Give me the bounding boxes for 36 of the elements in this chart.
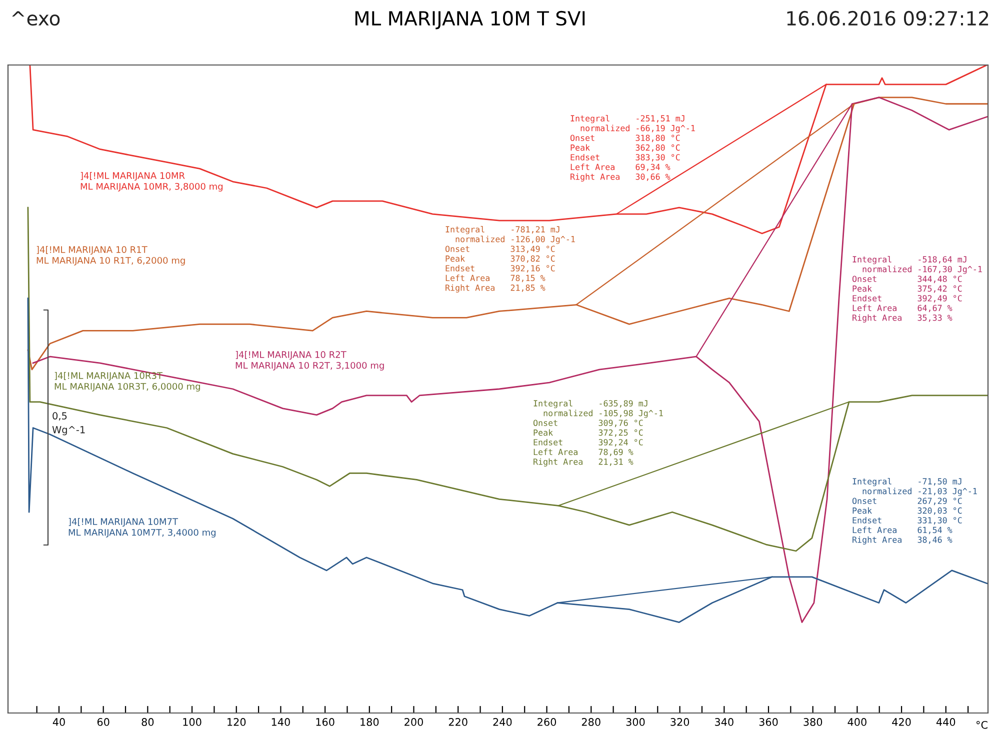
annotation: Integral -518,64 mJ normalized -167,30 Jg^-1 Onset 344,48 °C Peak 375,42 °C Endset 392,49 °C Left Area 64,67 % Right Area 35,33 % <box>852 256 982 322</box>
x-tick-label: 380 <box>804 718 822 726</box>
x-tick-label: 200 <box>404 718 423 726</box>
x-tick-label: 260 <box>538 718 556 726</box>
x-tick-label: 320 <box>670 718 690 726</box>
x-tick-label: 220 <box>448 718 468 726</box>
text: ]4[!ML MARIJANA 10 R1T ML MARIJANA 10 R1T, 6,2000 mg <box>36 246 185 266</box>
x-tick-label: 300 <box>626 718 645 726</box>
x-tick-label: 100 <box>183 718 202 726</box>
x-tick-label: 140 <box>272 718 290 726</box>
x-tick-label: 60 <box>97 718 110 726</box>
x-tick-label: 180 <box>360 718 379 726</box>
series-label: ]4[!ML MARIJANA 10R3T ML MARIJANA 10R3T, 6,0000 mg <box>54 372 200 392</box>
annotation: Integral -635,89 mJ normalized -105,98 Jg^-1 Onset 309,76 °C Peak 372,25 °C Endset 392,24 °C Left Area 78,69 % Right Area 21,31 % <box>533 400 663 466</box>
x-tick-label: 420 <box>892 718 911 726</box>
text: ]4[!ML MARIJANA 10 R2T ML MARIJANA 10 R2T, 3,1000 mg <box>236 351 384 371</box>
x-tick-label: 340 <box>715 718 734 726</box>
x-tick-label: 400 <box>848 718 866 726</box>
x-tick-label: 80 <box>142 718 154 726</box>
chart-title: ML MARIJANA 10M T SVI <box>355 10 585 30</box>
x-tick-label: 360 <box>759 718 778 726</box>
x-tick-label: 240 <box>493 718 512 726</box>
annotation: 0,5 Wg^-1 <box>52 412 85 436</box>
annotation: Integral -781,21 mJ normalized -126,00 Jg^-1 Onset 313,49 °C Peak 370,82 °C Endset 392,16 °C Left Area 78,15 % Right Area 21,85 % <box>445 226 575 292</box>
x-tick-label: 160 <box>316 718 334 726</box>
annotation: Integral -251,51 mJ normalized -66,19 Jg^-1 Onset 318,80 °C Peak 362,80 °C Endset 383,30 °C Left Area 69,34 % Right Area 30,66 % <box>570 115 695 182</box>
series-label: ]4[!ML MARIJANA 10MR ML MARIJANA 10MR, 3,8000 mg <box>80 172 223 192</box>
x-axis-title: °C <box>976 720 988 729</box>
x-tick-label: 120 <box>228 718 246 726</box>
x-tick-label: 280 <box>582 718 600 726</box>
text: ^exo <box>12 11 60 26</box>
text: 16.06.2016 09:27:12 <box>787 10 988 26</box>
x-tick-label: 40 <box>52 718 65 726</box>
x-tick-label: 440 <box>936 718 956 726</box>
series-label: ]4[!ML MARIJANA 10M7T ML MARIJANA 10M7T, 3,4000 mg <box>68 518 216 538</box>
annotation: Integral -71,50 mJ normalized -21,03 Jg^-1 Onset 267,29 °C Peak 320,03 °C Endset 331,30 °C Left Area 61,54 % Right Area 38,46 % <box>852 478 977 544</box>
